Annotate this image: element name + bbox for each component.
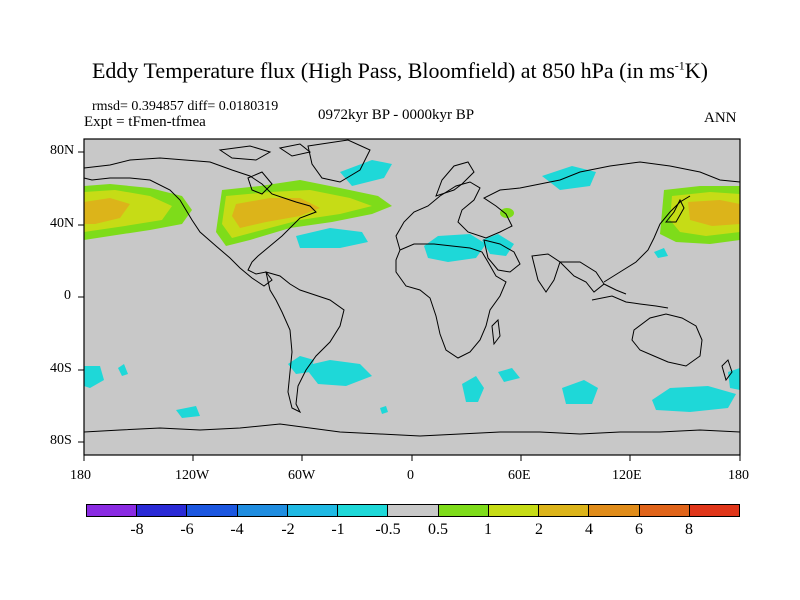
colorbar-swatch — [237, 505, 288, 516]
lat-tick-label: 40N — [50, 216, 75, 231]
map-background — [84, 139, 740, 455]
colorbar-swatch — [438, 505, 489, 516]
colorbar-label: -8 — [130, 521, 144, 538]
colorbar-label: -0.5 — [375, 521, 401, 538]
colorbar-label: 4 — [585, 521, 593, 538]
colorbar-label: -2 — [281, 521, 295, 538]
stats-label: rmsd= 0.394857 diff= 0.0180319 — [92, 99, 279, 114]
colorbar — [86, 504, 740, 517]
coastlines — [83, 139, 741, 437]
anomaly-fields — [84, 160, 740, 418]
colorbar-swatch — [639, 505, 690, 516]
title-main: Eddy Temperature flux (High Pass, Bloomf… — [91, 58, 675, 83]
colorbar-swatch — [338, 505, 389, 516]
anomaly-sahara — [424, 234, 486, 262]
experiment-label: Expt = tFmen-tfmea — [84, 114, 206, 130]
colorbar-swatch — [87, 505, 138, 516]
lat-tick-label: 0 — [64, 288, 71, 303]
anomaly-north-pacific-coast — [118, 364, 128, 376]
anomaly-greenland — [340, 160, 392, 186]
lon-tick-label: 120E — [612, 468, 642, 483]
plot-title: Eddy Temperature flux (High Pass, Bloomf… — [0, 58, 800, 84]
colorbar-label: 0.5 — [428, 521, 448, 538]
colorbar-swatch — [187, 505, 238, 516]
colorbar-label: -4 — [230, 521, 244, 538]
anomaly-pacific-east-small — [84, 366, 104, 388]
lon-tick-label: 120W — [175, 468, 210, 483]
lon-tick-label: 60E — [508, 468, 531, 483]
period-label: 0972kyr BP - 0000kyr BP — [318, 107, 475, 123]
anomaly-natl-orange — [232, 198, 320, 228]
lat-tick-label: 40S — [50, 361, 72, 376]
anomaly-npac-orange — [84, 198, 130, 224]
colorbar-swatch — [488, 505, 540, 516]
colorbar-label: 6 — [635, 521, 643, 538]
anomaly-southern-ocean-aus — [652, 386, 736, 412]
lon-tick-label: 180 — [70, 468, 91, 483]
colorbar-label: 8 — [685, 521, 693, 538]
anomaly-caspian — [500, 208, 514, 218]
colorbar-label: -1 — [331, 521, 345, 538]
anomaly-south-indian-3 — [562, 380, 598, 404]
colorbar-swatch — [287, 505, 339, 516]
colorbar-swatch — [137, 505, 188, 516]
map-ticks — [78, 151, 741, 461]
lon-tick-label: 180 — [728, 468, 749, 483]
anomaly-south-pacific-west — [176, 406, 200, 418]
anomaly-south-indian-1 — [462, 376, 484, 402]
colorbar-label: 1 — [484, 521, 492, 538]
colorbar-swatch — [539, 505, 590, 516]
title-end: K) — [684, 58, 708, 83]
lon-tick-label: 60W — [288, 468, 316, 483]
anomaly-nwpac-orange — [688, 200, 740, 226]
anomaly-south-america — [304, 360, 372, 386]
colorbar-swatch — [589, 505, 640, 516]
lat-tick-label: 80N — [50, 143, 75, 158]
anomaly-south-atlantic-small — [380, 406, 388, 414]
colorbar-label: -6 — [180, 521, 194, 538]
anomaly-south-indian-2 — [498, 368, 520, 382]
lon-tick-label: 0 — [407, 468, 414, 483]
anomaly-east-china — [654, 248, 668, 258]
colorbar-swatch — [689, 505, 740, 516]
colorbar-label: 2 — [535, 521, 543, 538]
anomaly-arabia — [482, 234, 514, 256]
season-label: ANN — [704, 110, 737, 126]
colorbar-swatch — [388, 505, 439, 516]
title-superscript: -1 — [674, 58, 685, 73]
anomaly-subtropical-atlantic — [296, 228, 368, 248]
lat-tick-label: 80S — [50, 433, 72, 448]
